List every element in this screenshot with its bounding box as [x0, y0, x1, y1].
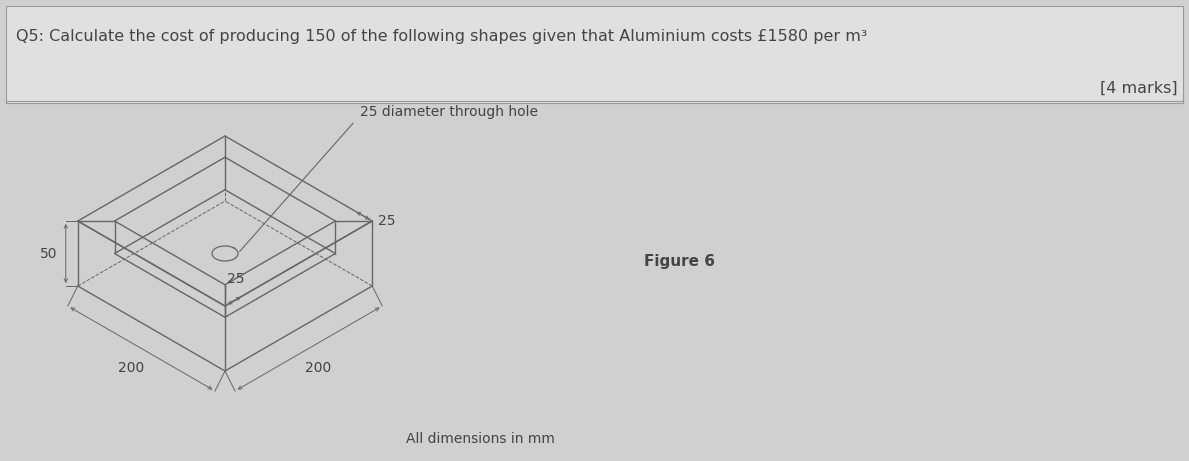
- Text: Q5: Calculate the cost of producing 150 of the following shapes given that Alumi: Q5: Calculate the cost of producing 150 …: [15, 29, 867, 44]
- Text: 25 diameter through hole: 25 diameter through hole: [360, 105, 537, 119]
- Text: 25: 25: [378, 214, 396, 228]
- Text: 200: 200: [118, 361, 145, 374]
- Text: 25: 25: [227, 272, 245, 286]
- Text: Figure 6: Figure 6: [644, 254, 716, 268]
- Text: 50: 50: [40, 247, 58, 260]
- Text: All dimensions in mm: All dimensions in mm: [405, 432, 554, 446]
- FancyBboxPatch shape: [6, 6, 1183, 103]
- Text: 200: 200: [306, 361, 332, 374]
- Text: [4 marks]: [4 marks]: [1100, 81, 1178, 96]
